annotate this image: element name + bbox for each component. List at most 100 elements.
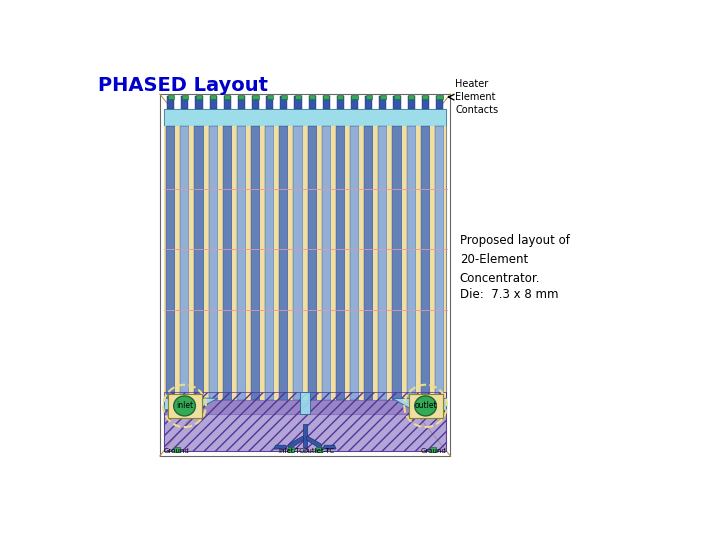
Bar [418,126,420,400]
Bar [387,126,390,400]
Bar [263,126,265,400]
Bar [266,96,274,110]
Bar [307,126,317,400]
Bar [168,394,202,418]
Bar [305,126,307,400]
Bar [252,96,259,110]
Bar [163,110,446,126]
Bar [174,447,180,452]
Bar [260,126,263,400]
Bar [415,126,418,400]
Text: Inlet-TC: Inlet-TC [278,448,304,455]
Bar [330,126,333,400]
Bar [168,95,174,99]
Bar [163,110,446,414]
Bar [189,126,192,400]
Bar [323,95,329,99]
Bar [300,392,310,414]
Bar [194,126,204,400]
Bar [163,392,446,451]
Bar [279,126,289,400]
Polygon shape [164,398,218,410]
Bar [319,126,322,400]
Bar [431,447,436,452]
Bar [180,126,189,400]
Bar [246,126,248,400]
Bar [192,126,194,400]
Bar [294,96,302,110]
Bar [167,96,174,110]
Polygon shape [323,445,336,449]
Bar [422,96,429,110]
Bar [294,126,302,400]
Bar [379,95,386,99]
Bar [345,126,348,400]
Text: inlet: inlet [176,401,193,410]
Bar [289,126,291,400]
Bar [224,96,231,110]
Bar [348,126,350,400]
Bar [302,126,305,400]
Bar [204,126,206,400]
Bar [281,95,287,99]
Bar [350,126,359,400]
Text: Ground: Ground [164,448,189,455]
Bar [436,96,443,110]
Bar [206,126,209,400]
Bar [274,126,276,400]
Bar [248,126,251,400]
Bar [390,126,392,400]
Bar [224,95,230,99]
Bar [309,95,315,99]
Bar [359,126,361,400]
Bar [361,126,364,400]
Bar [323,96,330,110]
Bar [178,126,180,400]
Bar [430,126,432,400]
Bar [217,126,220,400]
Bar [280,96,287,110]
Bar [393,96,400,110]
Bar [316,447,322,452]
Bar [351,95,358,99]
Bar [322,126,330,400]
Bar [392,126,402,400]
Bar [378,126,387,400]
Bar [351,96,358,110]
Bar [336,126,345,400]
Bar [373,126,376,400]
Bar [288,447,294,452]
Bar [308,96,316,110]
Bar [338,95,343,99]
Text: Heater
Element
Contacts: Heater Element Contacts [455,79,498,116]
Bar [379,96,387,110]
Bar [420,126,430,400]
Bar [404,126,407,400]
Bar [291,126,294,400]
Bar [195,96,202,110]
Bar [232,126,234,400]
Bar [295,95,301,99]
Bar [266,95,273,99]
Text: Proposed layout of
20-Element
Concentrator.: Proposed layout of 20-Element Concentrat… [459,234,570,285]
Bar [163,126,166,400]
Bar [209,126,217,400]
Text: Outlet-TC: Outlet-TC [303,448,335,455]
Polygon shape [288,436,304,448]
Bar [196,95,202,99]
Text: outlet: outlet [414,401,437,410]
Bar [394,95,400,99]
Bar [238,96,245,110]
Polygon shape [392,398,446,410]
Bar [251,126,260,400]
Bar [408,394,443,418]
Bar [163,392,446,451]
Polygon shape [306,436,322,448]
Bar [364,126,373,400]
Bar [436,95,443,99]
Bar [376,126,378,400]
Bar [175,126,178,400]
Text: Ground: Ground [420,448,446,455]
Bar [210,96,217,110]
Bar [234,126,237,400]
